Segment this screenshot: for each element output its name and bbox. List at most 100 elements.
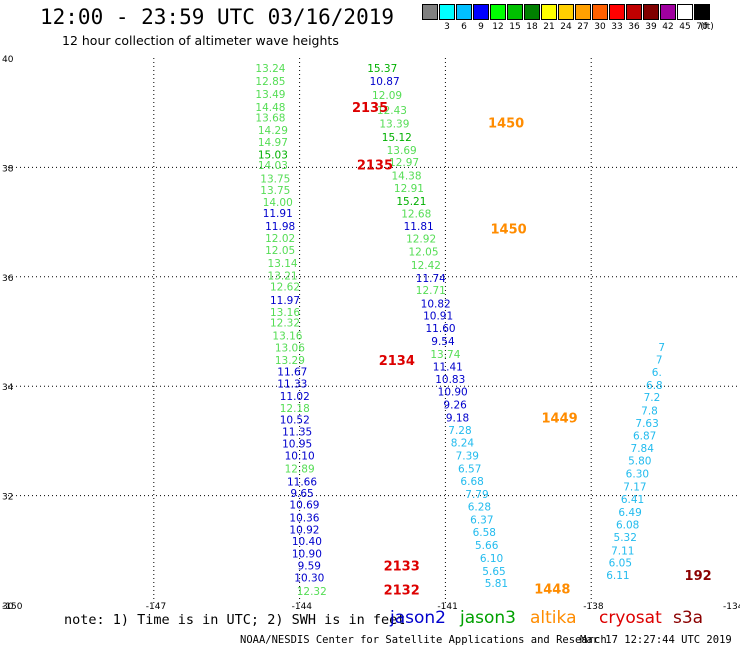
color-scale-swatch [626,4,642,20]
color-scale-label: 39 [645,22,657,32]
wave-height-value: 12.91 [394,183,424,195]
wave-height-value: 7.28 [448,425,471,437]
color-scale-swatch [473,4,489,20]
color-scale-swatch [541,4,557,20]
wave-height-value: 6.49 [618,507,641,519]
color-scale-label: 21 [543,22,555,32]
wave-height-value: 11.60 [426,323,456,335]
wave-height-value: 13.75 [260,185,290,197]
wave-height-value: 12.62 [270,282,300,294]
wave-height-value: 6.37 [470,515,493,527]
wave-height-value: 14.97 [258,137,288,149]
wave-height-value: 13.16 [270,307,300,319]
wave-height-value: 14.48 [255,102,285,114]
wave-height-value: 11.91 [263,208,293,220]
wave-height-value: 5.65 [482,566,505,578]
pass-time-label: 1448 [534,583,570,598]
wave-height-value: 10.90 [438,387,468,399]
wave-height-value: 6.8 [646,380,663,392]
color-scale-label: 33 [611,22,623,32]
wave-height-value: 9.54 [431,336,455,348]
wave-height-value: 7.84 [631,443,655,455]
legend-item-altika: altika [530,608,577,628]
pass-time-label: 1450 [488,117,524,132]
legend-item-jason3: jason3 [460,608,516,628]
wave-height-value: 7.79 [465,489,488,501]
color-scale-swatch [592,4,608,20]
color-scale-label: 36 [628,22,640,32]
pass-time-label: 2134 [379,354,415,369]
wave-height-value: 13.06 [275,342,305,354]
wave-height-value: 13.21 [268,271,298,283]
wave-height-value: 6.68 [460,476,483,488]
wave-height-value: 7 [656,354,663,366]
wave-height-value: 13.74 [430,349,460,361]
wave-height-value: 15.37 [367,63,397,75]
wave-height-value: 7.2 [644,392,661,404]
footer-note: note: 1) Time is in UTC; 2) SWH is in fe… [64,612,406,628]
wave-height-value: 10.82 [421,299,451,311]
wave-height-value: 10.92 [289,525,319,537]
wave-height-value: 12.09 [372,90,402,102]
wave-height-value: 13.16 [272,330,302,342]
wave-height-value: 6.58 [473,527,496,539]
wave-height-value: 12.02 [265,233,295,245]
wave-height-value: 5.32 [614,532,637,544]
credit-text: NOAA/NESDIS Center for Satellite Applica… [240,634,607,646]
wave-height-value: 7.8 [641,405,658,417]
wave-height-value: 6.05 [609,557,632,569]
wave-height-value: 10.91 [423,311,453,323]
color-scale-swatch [558,4,574,20]
wave-height-value: 11.67 [277,366,307,378]
wave-height-value: 10.10 [285,451,315,463]
wave-height-value: 8.24 [451,438,475,450]
wave-height-value: 12.43 [377,105,407,117]
wave-height-value: 12.18 [280,403,310,415]
longitude-label: -141 [437,602,457,612]
wave-height-value: 6.87 [633,430,656,442]
wave-height-value: 12.89 [285,463,315,475]
wave-height-value: 11.98 [265,221,295,233]
wave-height-value: 15.21 [396,196,426,208]
color-scale-label: 9 [478,22,484,32]
wave-height-value: 6.08 [616,520,639,532]
wave-height-value: 15.12 [382,132,412,144]
wave-height-value: 7.63 [635,418,658,430]
color-scale-label: 70 [696,22,708,32]
wave-height-value: 7.17 [623,481,646,493]
wave-height-value: 6.41 [621,494,644,506]
wave-height-value: 14.03 [258,160,288,172]
page-title: 12:00 - 23:59 UTC 03/16/2019 [40,5,395,29]
wave-height-value: 10.90 [292,549,322,561]
color-scale-label: 42 [662,22,674,32]
longitude-label: -134 [723,602,740,612]
wave-height-value: 9.59 [298,561,321,573]
wave-height-value: 13.29 [275,355,305,367]
latitude-label: 34 [2,383,14,393]
wave-height-value: 12.71 [416,285,446,297]
pass-time-label: 2135 [357,159,393,174]
wave-height-value: 11.02 [280,391,310,403]
latitude-label: 30 [2,602,14,612]
color-scale-swatch [490,4,506,20]
wave-height-value: 6.30 [626,469,649,481]
color-scale-swatch [456,4,472,20]
longitude-label: -144 [292,602,313,612]
wave-height-value: 7.11 [611,545,634,557]
pass-time-label: 2132 [384,584,420,599]
wave-height-value: 13.68 [255,113,285,125]
wave-height-value: 10.40 [292,536,322,548]
latitude-label: 40 [2,55,14,65]
color-scale-swatch [507,4,523,20]
wave-height-value: 12.97 [389,157,419,169]
color-scale-label: 12 [492,22,504,32]
wave-height-value: 11.97 [270,295,300,307]
color-scale-label: 3 [444,22,450,32]
latitude-label: 36 [2,274,14,284]
wave-height-value: 10.36 [289,512,319,524]
color-scale-label: 27 [577,22,589,32]
wave-height-value: 13.39 [379,119,409,131]
color-scale-swatch [643,4,659,20]
pass-time-label: 2133 [384,560,420,575]
